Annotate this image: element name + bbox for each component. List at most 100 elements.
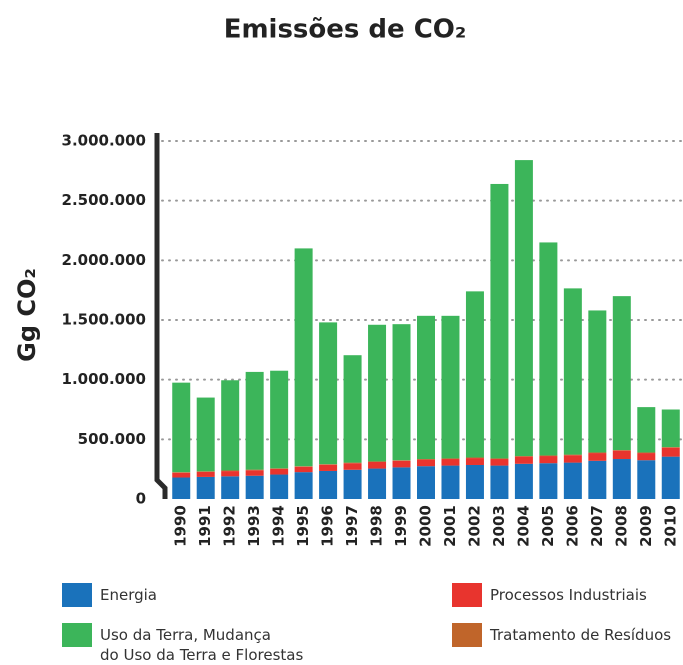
bar-segment bbox=[563, 455, 582, 463]
bar-segment bbox=[368, 468, 387, 499]
bar-segment bbox=[563, 288, 582, 455]
bar-segment bbox=[172, 382, 191, 473]
bar-segment bbox=[490, 183, 509, 459]
y-tick-label: 2.500.000 bbox=[62, 191, 146, 209]
x-tick-label: 2007 bbox=[588, 505, 606, 547]
legend-swatch bbox=[62, 583, 92, 607]
bar-segment bbox=[368, 461, 387, 463]
bar-segment bbox=[270, 468, 289, 469]
bar-segment bbox=[392, 467, 411, 499]
bar-segment bbox=[294, 466, 313, 467]
x-tick-label: 2000 bbox=[417, 505, 435, 547]
legend-item: Uso da Terra, Mudança do Uso da Terra e … bbox=[62, 623, 303, 665]
bar-segment bbox=[661, 456, 680, 499]
x-tick-label: 1999 bbox=[392, 505, 410, 547]
bar-segment bbox=[368, 462, 387, 469]
x-tick-label: 2010 bbox=[661, 505, 679, 547]
legend-swatch bbox=[452, 623, 482, 647]
bar-segment bbox=[245, 469, 264, 471]
bar-segment bbox=[441, 458, 460, 460]
legend-label: Uso da Terra, Mudança do Uso da Terra e … bbox=[100, 626, 304, 664]
bar-segment bbox=[319, 464, 338, 471]
y-tick-label: 3.000.000 bbox=[62, 132, 146, 150]
bar-segment bbox=[588, 460, 607, 499]
x-tick-label: 1997 bbox=[343, 505, 361, 547]
bar-segment bbox=[612, 296, 631, 451]
bar-segment bbox=[319, 470, 338, 499]
y-tick-label: 2.000.000 bbox=[62, 251, 146, 269]
bar-segment bbox=[294, 466, 313, 473]
bar-segment bbox=[588, 452, 607, 454]
bar-segment bbox=[563, 454, 582, 456]
legend-swatch bbox=[62, 623, 92, 647]
x-tick-label: 2001 bbox=[441, 505, 459, 547]
bar-segment bbox=[465, 457, 484, 459]
bar-segment bbox=[514, 456, 533, 457]
bar-segment bbox=[612, 459, 631, 499]
x-tick-label: 2005 bbox=[539, 505, 557, 547]
bar-segment bbox=[417, 315, 435, 460]
bar-segment bbox=[196, 476, 215, 499]
bar-segment bbox=[270, 468, 289, 475]
x-tick-label: 1995 bbox=[294, 505, 312, 547]
y-tick-label: 500.000 bbox=[78, 430, 146, 448]
bar-segment bbox=[343, 462, 362, 464]
y-axis bbox=[154, 133, 168, 499]
x-tick-label: 1990 bbox=[172, 505, 190, 547]
chart-title: Emissões de CO₂ bbox=[224, 15, 467, 45]
bar-segment bbox=[588, 310, 607, 453]
x-tick-label: 2006 bbox=[563, 505, 581, 547]
x-tick-label: 1996 bbox=[319, 505, 337, 547]
bar-segment bbox=[417, 459, 435, 460]
bar-segment bbox=[270, 370, 289, 469]
bar-segment bbox=[221, 471, 240, 477]
bar-segment bbox=[392, 460, 411, 461]
x-tick-label: 2003 bbox=[490, 505, 508, 547]
bar-segment bbox=[539, 455, 558, 457]
legend-label: Tratamento de Resíduos bbox=[490, 626, 672, 644]
bar-segment bbox=[245, 470, 264, 476]
bar-segment bbox=[441, 315, 460, 459]
bar-segment bbox=[661, 447, 680, 457]
bar-segment bbox=[368, 324, 387, 462]
x-tick-label: 2008 bbox=[612, 505, 630, 547]
bar-segment bbox=[196, 471, 215, 477]
legend-label: Energia bbox=[100, 586, 157, 604]
bar-segment bbox=[294, 248, 313, 467]
bar-segment bbox=[172, 472, 191, 473]
legend-item: Processos Industriais bbox=[452, 583, 647, 607]
bar-segment bbox=[221, 470, 240, 472]
bar-segment bbox=[221, 476, 240, 499]
bar-segment bbox=[270, 474, 289, 499]
bar-segment bbox=[319, 464, 338, 465]
bar-segment bbox=[661, 409, 680, 448]
bar-segment bbox=[612, 450, 631, 460]
bar-segment bbox=[417, 466, 435, 499]
bar-segment bbox=[637, 453, 656, 461]
bar-segment bbox=[637, 460, 656, 499]
x-tick-label: 1993 bbox=[245, 505, 263, 547]
bar-segment bbox=[637, 407, 656, 453]
x-tick-label: 1991 bbox=[196, 505, 214, 547]
bar-segment bbox=[465, 464, 484, 499]
x-tick-label: 1994 bbox=[270, 505, 288, 547]
x-tick-label: 1992 bbox=[221, 505, 239, 547]
bar-segment bbox=[637, 452, 656, 454]
bar-segment bbox=[221, 380, 240, 471]
bar-segment bbox=[539, 463, 558, 499]
bar-segment bbox=[196, 397, 215, 472]
bar-segment bbox=[490, 465, 509, 499]
bar-segment bbox=[196, 471, 215, 472]
bar-segment bbox=[417, 459, 435, 467]
y-tick-label: 0 bbox=[136, 490, 146, 508]
y-axis-label: Gg CO₂ bbox=[13, 268, 41, 362]
bar-segment bbox=[563, 462, 582, 499]
bar-segment bbox=[514, 160, 533, 457]
x-tick-label: 2002 bbox=[465, 505, 483, 547]
legend-label: Processos Industriais bbox=[490, 586, 647, 604]
bar-segment bbox=[612, 450, 631, 451]
bar-segment bbox=[539, 456, 558, 464]
y-tick-label: 1.000.000 bbox=[62, 370, 146, 388]
